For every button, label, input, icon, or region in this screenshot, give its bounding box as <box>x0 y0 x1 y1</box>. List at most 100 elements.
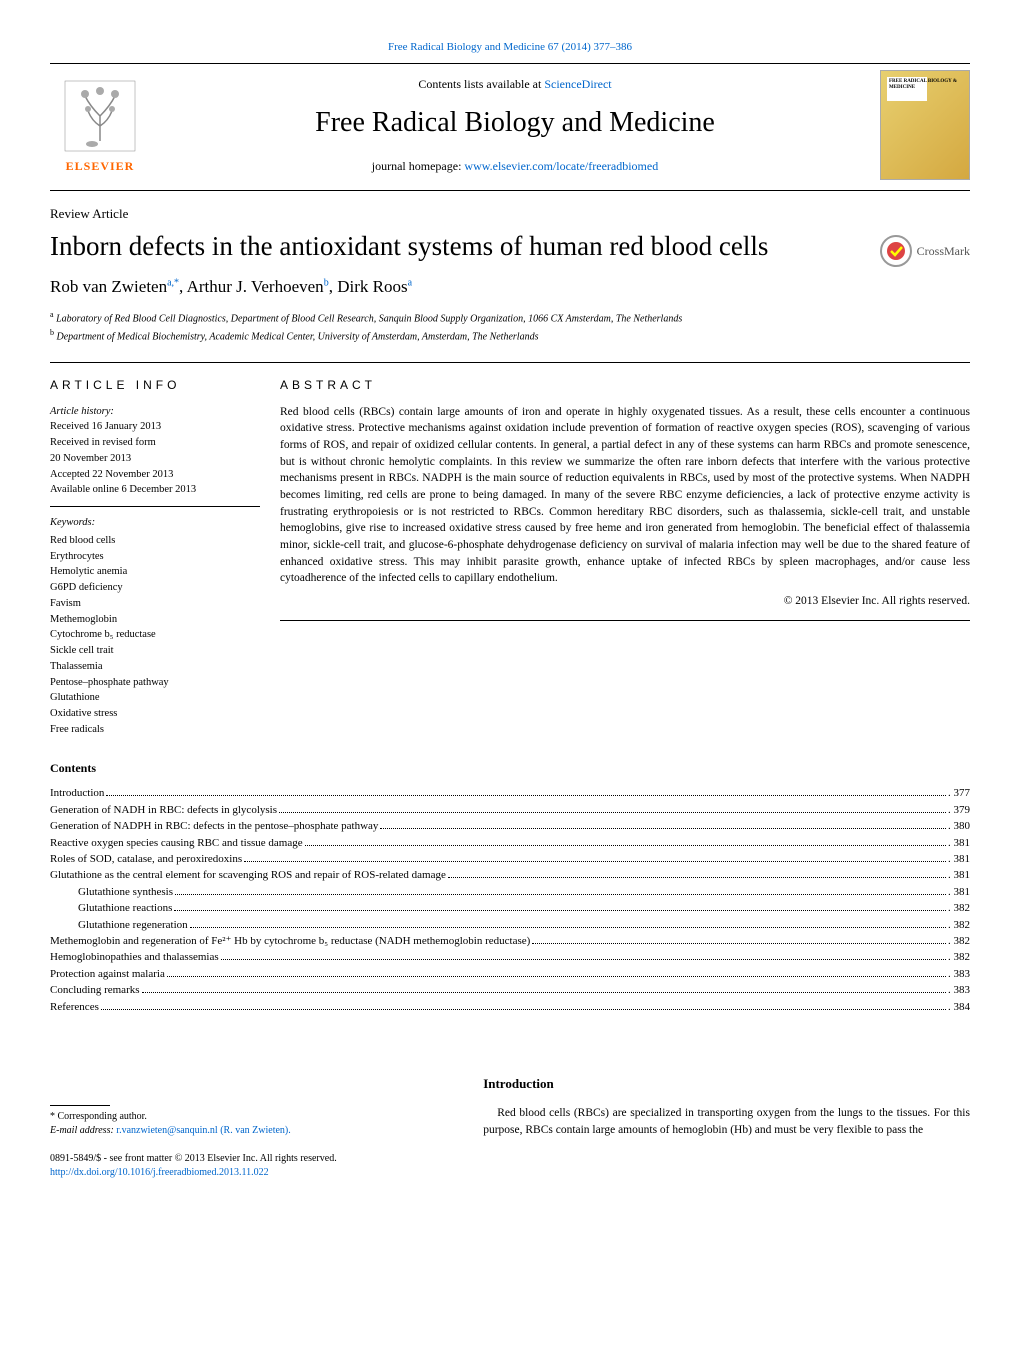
toc-dots <box>101 1009 946 1010</box>
toc-dots <box>106 795 946 796</box>
toc-page: . 381 <box>948 885 970 900</box>
table-of-contents: Introduction . 377 Generation of NADH in R… <box>50 786 970 1014</box>
toc-title: Introduction <box>50 786 104 801</box>
toc-row[interactable]: Protection against malaria. 383 <box>50 967 970 982</box>
cover-label: FREE RADICAL BIOLOGY & MEDICINE <box>889 79 969 90</box>
toc-title: References <box>50 1000 99 1015</box>
toc-row[interactable]: Glutathione as the central element for s… <box>50 868 970 883</box>
contents-available-line: Contents lists available at ScienceDirec… <box>160 76 870 93</box>
toc-page: . 381 <box>948 836 970 851</box>
homepage-line: journal homepage: www.elsevier.com/locat… <box>160 158 870 175</box>
introduction-text: Red blood cells (RBCs) are specialized i… <box>483 1105 970 1138</box>
elsevier-label: ELSEVIER <box>66 158 135 175</box>
toc-dots <box>175 894 946 895</box>
toc-title: Methemoglobin and regeneration of Fe²⁺ H… <box>50 934 530 949</box>
lower-two-column: * Corresponding author. E-mail address: … <box>50 1075 970 1180</box>
toc-title: Reactive oxygen species causing RBC and … <box>50 836 303 851</box>
elsevier-tree-icon <box>60 76 140 156</box>
journal-header: ELSEVIER Contents lists available at Sci… <box>50 63 970 191</box>
abstract-copyright: © 2013 Elsevier Inc. All rights reserved… <box>280 593 970 610</box>
journal-cover-thumbnail[interactable]: FREE RADICAL BIOLOGY & MEDICINE <box>880 70 970 180</box>
corr-label: * Corresponding author. <box>50 1110 443 1124</box>
toc-dots <box>221 959 946 960</box>
toc-row[interactable]: Reactive oxygen species causing RBC and … <box>50 836 970 851</box>
toc-page: . 377 <box>948 786 970 801</box>
toc-row[interactable]: Generation of NADPH in RBC: defects in t… <box>50 819 970 834</box>
introduction-column: Introduction Red blood cells (RBCs) are … <box>473 1075 970 1180</box>
online-date: Available online 6 December 2013 <box>50 482 260 498</box>
toc-page: . 381 <box>948 852 970 867</box>
sciencedirect-link[interactable]: ScienceDirect <box>544 77 611 91</box>
keyword: Pentose–phosphate pathway <box>50 675 260 691</box>
crossmark-badge[interactable]: CrossMark <box>879 234 970 268</box>
toc-dots <box>380 828 946 829</box>
abstract-heading: ABSTRACT <box>280 377 970 394</box>
toc-row[interactable]: Glutathione regeneration. 382 <box>50 918 970 933</box>
elsevier-logo[interactable]: ELSEVIER <box>50 70 150 180</box>
toc-dots <box>305 845 946 846</box>
accepted-date: Accepted 22 November 2013 <box>50 467 260 483</box>
keyword: Free radicals <box>50 722 260 738</box>
contents-prefix: Contents lists available at <box>418 77 544 91</box>
toc-page: . 383 <box>948 967 970 982</box>
keyword: Cytochrome b₅ reductase <box>50 627 260 643</box>
article-info-column: ARTICLE INFO Article history: Received 1… <box>50 377 280 738</box>
revised-date: 20 November 2013 <box>50 451 260 467</box>
toc-row[interactable]: Concluding remarks . 383 <box>50 983 970 998</box>
toc-dots <box>142 992 946 993</box>
journal-citation-link[interactable]: Free Radical Biology and Medicine 67 (20… <box>388 41 632 53</box>
keyword: G6PD deficiency <box>50 580 260 596</box>
toc-dots <box>244 861 946 862</box>
doi-link[interactable]: http://dx.doi.org/10.1016/j.freeradbiome… <box>50 1167 269 1178</box>
article-history-block: Article history: Received 16 January 201… <box>50 404 260 508</box>
keyword: Sickle cell trait <box>50 643 260 659</box>
toc-title: Glutathione regeneration <box>78 918 188 933</box>
keyword: Red blood cells <box>50 533 260 549</box>
toc-row[interactable]: Generation of NADH in RBC: defects in gl… <box>50 803 970 818</box>
toc-page: . 383 <box>948 983 970 998</box>
authors-line: Rob van Zwietena,*, Arthur J. Verhoevenb… <box>50 275 970 299</box>
corresponding-author-note: * Corresponding author. E-mail address: … <box>50 1110 443 1138</box>
keyword: Hemolytic anemia <box>50 564 260 580</box>
toc-title: Concluding remarks <box>50 983 140 998</box>
homepage-link[interactable]: www.elsevier.com/locate/freeradbiomed <box>464 159 658 173</box>
toc-row[interactable]: Roles of SOD, catalase, and peroxiredoxi… <box>50 852 970 867</box>
toc-page: . 379 <box>948 803 970 818</box>
contents-heading: Contents <box>50 760 970 777</box>
introduction-heading: Introduction <box>483 1075 970 1093</box>
toc-row[interactable]: Glutathione synthesis . 381 <box>50 885 970 900</box>
title-row: Inborn defects in the antioxidant system… <box>50 228 970 276</box>
toc-row[interactable]: References . 384 <box>50 1000 970 1015</box>
toc-dots <box>190 927 946 928</box>
abstract-column: ABSTRACT Red blood cells (RBCs) contain … <box>280 377 970 738</box>
toc-page: . 384 <box>948 1000 970 1015</box>
author-2: , Arthur J. Verhoeven <box>179 277 324 296</box>
abstract-text: Red blood cells (RBCs) contain large amo… <box>280 404 970 621</box>
toc-row[interactable]: Introduction . 377 <box>50 786 970 801</box>
affiliation-a: a Laboratory of Red Blood Cell Diagnosti… <box>50 309 970 326</box>
email-link[interactable]: r.vanzwieten@sanquin.nl (R. van Zwieten)… <box>116 1125 290 1136</box>
toc-dots <box>167 976 946 977</box>
journal-name: Free Radical Biology and Medicine <box>160 103 870 142</box>
affiliation-b-text: Department of Medical Biochemistry, Acad… <box>57 331 539 342</box>
keyword: Glutathione <box>50 690 260 706</box>
author-3-affil[interactable]: a <box>408 278 412 289</box>
toc-dots <box>532 943 946 944</box>
received-date: Received 16 January 2013 <box>50 419 260 435</box>
toc-title: Hemoglobinopathies and thalassemias <box>50 950 219 965</box>
keyword: Favism <box>50 596 260 612</box>
toc-row[interactable]: Glutathione reactions. 382 <box>50 901 970 916</box>
toc-row[interactable]: Methemoglobin and regeneration of Fe²⁺ H… <box>50 934 970 949</box>
toc-page: . 381 <box>948 868 970 883</box>
author-1-affil[interactable]: a, <box>167 278 174 289</box>
toc-row[interactable]: Hemoglobinopathies and thalassemias. 382 <box>50 950 970 965</box>
toc-title: Generation of NADPH in RBC: defects in t… <box>50 819 378 834</box>
footnotes-column: * Corresponding author. E-mail address: … <box>50 1075 473 1180</box>
toc-title: Glutathione synthesis <box>78 885 173 900</box>
toc-page: . 382 <box>948 934 970 949</box>
keywords-label: Keywords: <box>50 515 260 531</box>
issn-block: 0891-5849/$ - see front matter © 2013 El… <box>50 1152 443 1180</box>
footnote-separator <box>50 1105 110 1106</box>
affiliation-b: b Department of Medical Biochemistry, Ac… <box>50 327 970 344</box>
affiliations-block: a Laboratory of Red Blood Cell Diagnosti… <box>50 309 970 344</box>
